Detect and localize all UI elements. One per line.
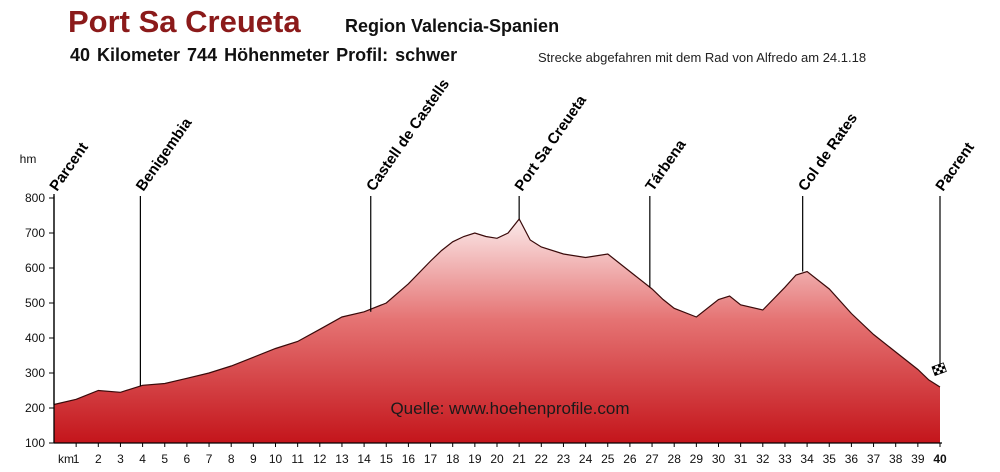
y-tick-label: 800 [25,191,45,205]
x-tick-label: 39 [911,452,925,466]
x-tick-label: 7 [206,452,213,466]
elevation-area [54,219,940,443]
x-tick-label: 12 [313,452,327,466]
x-axis-label: km [58,452,74,466]
x-tick-label: 19 [468,452,482,466]
x-tick-label: 14 [357,452,371,466]
x-tick-label: 8 [228,452,235,466]
finish-flag-cell [938,366,943,371]
x-tick-label: 35 [823,452,837,466]
x-tick-label: 20 [490,452,504,466]
x-tick-label: 3 [117,452,124,466]
x-tick-label: 21 [512,452,526,466]
y-tick-label: 400 [25,331,45,345]
x-tick-label: 32 [756,452,770,466]
y-tick-label: 100 [25,436,45,450]
x-tick-label: 30 [712,452,726,466]
x-tick-label: 31 [734,452,748,466]
x-tick-label: 40 [933,452,947,466]
x-tick-label: 9 [250,452,257,466]
x-tick-label: 27 [645,452,659,466]
x-tick-label: 24 [579,452,593,466]
x-tick-label: 17 [424,452,438,466]
x-tick-label: 16 [402,452,416,466]
region-subtitle: Region Valencia-Spanien [345,16,560,36]
waypoint-label: Parcent [46,139,91,194]
waypoint-label: Tárbena [642,136,690,194]
x-tick-label: 37 [867,452,881,466]
x-tick-label: 1 [73,452,80,466]
chart-header: Port Sa Creueta Region Valencia-Spanien … [0,0,1000,80]
x-tick-label: 4 [139,452,146,466]
waypoint-label: Benigembia [133,114,196,194]
x-tick-label: 5 [161,452,168,466]
route-stats: 40 Kilometer 744 Höhenmeter Profil: schw… [70,45,458,65]
y-axis-label: hm [20,152,37,166]
finish-flag-icon [931,362,947,376]
x-tick-label: 23 [557,452,571,466]
x-tick-label: 22 [535,452,549,466]
waypoint-label: Col de Rates [795,110,861,194]
source-credit: Quelle: www.hoehenprofile.com [390,399,629,418]
x-tick-label: 18 [446,452,460,466]
x-tick-label: 26 [623,452,637,466]
y-tick-label: 200 [25,401,45,415]
finish-flag-border [931,362,947,376]
waypoint-label: Pacrent [932,139,977,194]
x-tick-label: 25 [601,452,615,466]
y-tick-label: 500 [25,296,45,310]
x-tick-label: 15 [380,452,394,466]
x-tick-label: 34 [800,452,814,466]
x-tick-label: 38 [889,452,903,466]
y-tick-label: 300 [25,366,45,380]
x-tick-label: 11 [291,452,304,466]
x-tick-label: 36 [845,452,859,466]
chart-title: Port Sa Creueta [68,4,301,39]
x-tick-label: 13 [335,452,349,466]
elevation-profile-line [53,217,941,406]
y-tick-label: 600 [25,261,45,275]
waypoint-label: Port Sa Creueta [512,92,591,194]
x-tick-label: 2 [95,452,102,466]
y-tick-label: 700 [25,226,45,240]
x-tick-label: 33 [778,452,792,466]
ride-note: Strecke abgefahren mit dem Rad von Alfre… [538,50,867,65]
x-tick-label: 29 [690,452,704,466]
waypoint-label: Castell de Castells [363,76,453,194]
x-tick-label: 6 [184,452,191,466]
finish-flag-cell [935,367,940,372]
x-tick-label: 10 [269,452,283,466]
x-tick-label: 28 [668,452,682,466]
